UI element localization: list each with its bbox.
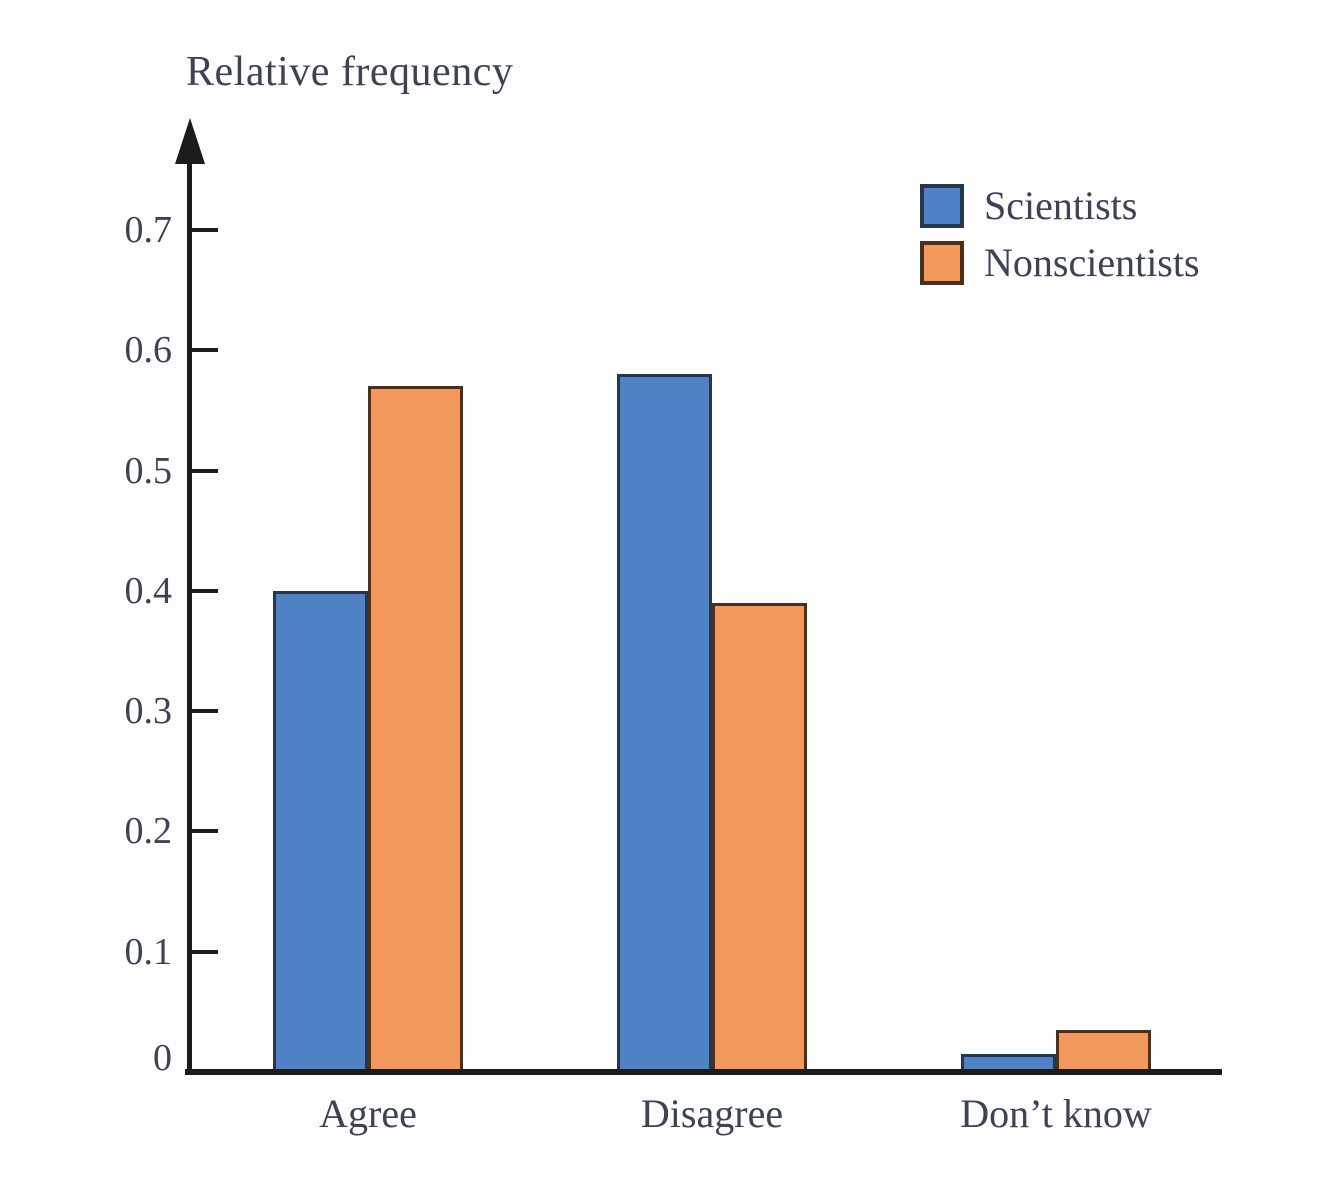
- legend-swatch-scientists-icon: [920, 184, 964, 228]
- chart-title: Relative frequency: [186, 49, 514, 95]
- y-tick-label: 0.5: [124, 449, 173, 492]
- bar-scientists-disagree: [617, 374, 712, 1072]
- legend-item-scientists: Scientists: [920, 184, 1200, 228]
- x-axis-line: [185, 1069, 1222, 1075]
- y-tick-label: 0: [153, 1037, 172, 1079]
- legend-swatch-nonscientists-icon: [920, 241, 964, 285]
- y-tick-mark: [192, 588, 218, 593]
- y-tick-mark: [192, 348, 218, 353]
- y-tick-label: 0.2: [124, 810, 173, 853]
- y-tick-label: 0.1: [124, 930, 173, 973]
- bar-scientists-agree: [273, 591, 368, 1072]
- x-category-label: Agree: [319, 1091, 417, 1136]
- y-tick-mark: [192, 829, 218, 834]
- legend-item-nonscientists: Nonscientists: [920, 241, 1200, 285]
- y-tick-label: 0.6: [124, 329, 173, 372]
- y-tick-mark: [192, 709, 218, 714]
- y-axis-line: [187, 150, 192, 1075]
- legend: Scientists Nonscientists: [920, 184, 1200, 285]
- y-tick-label: 0.4: [124, 569, 173, 612]
- bar-nonscientists-disagree: [712, 603, 807, 1072]
- legend-label-nonscientists: Nonscientists: [984, 240, 1200, 285]
- legend-label-scientists: Scientists: [984, 183, 1138, 228]
- bar-nonscientists-don-t-know: [1056, 1030, 1151, 1072]
- y-tick-mark: [192, 468, 218, 473]
- x-category-label: Disagree: [640, 1091, 784, 1136]
- y-tick-mark: [192, 949, 218, 954]
- bar-nonscientists-agree: [368, 386, 463, 1072]
- y-tick-mark: [192, 227, 218, 232]
- y-tick-label: 0.3: [124, 690, 173, 733]
- x-category-label: Don’t know: [960, 1091, 1152, 1136]
- y-tick-label: 0.7: [124, 208, 173, 251]
